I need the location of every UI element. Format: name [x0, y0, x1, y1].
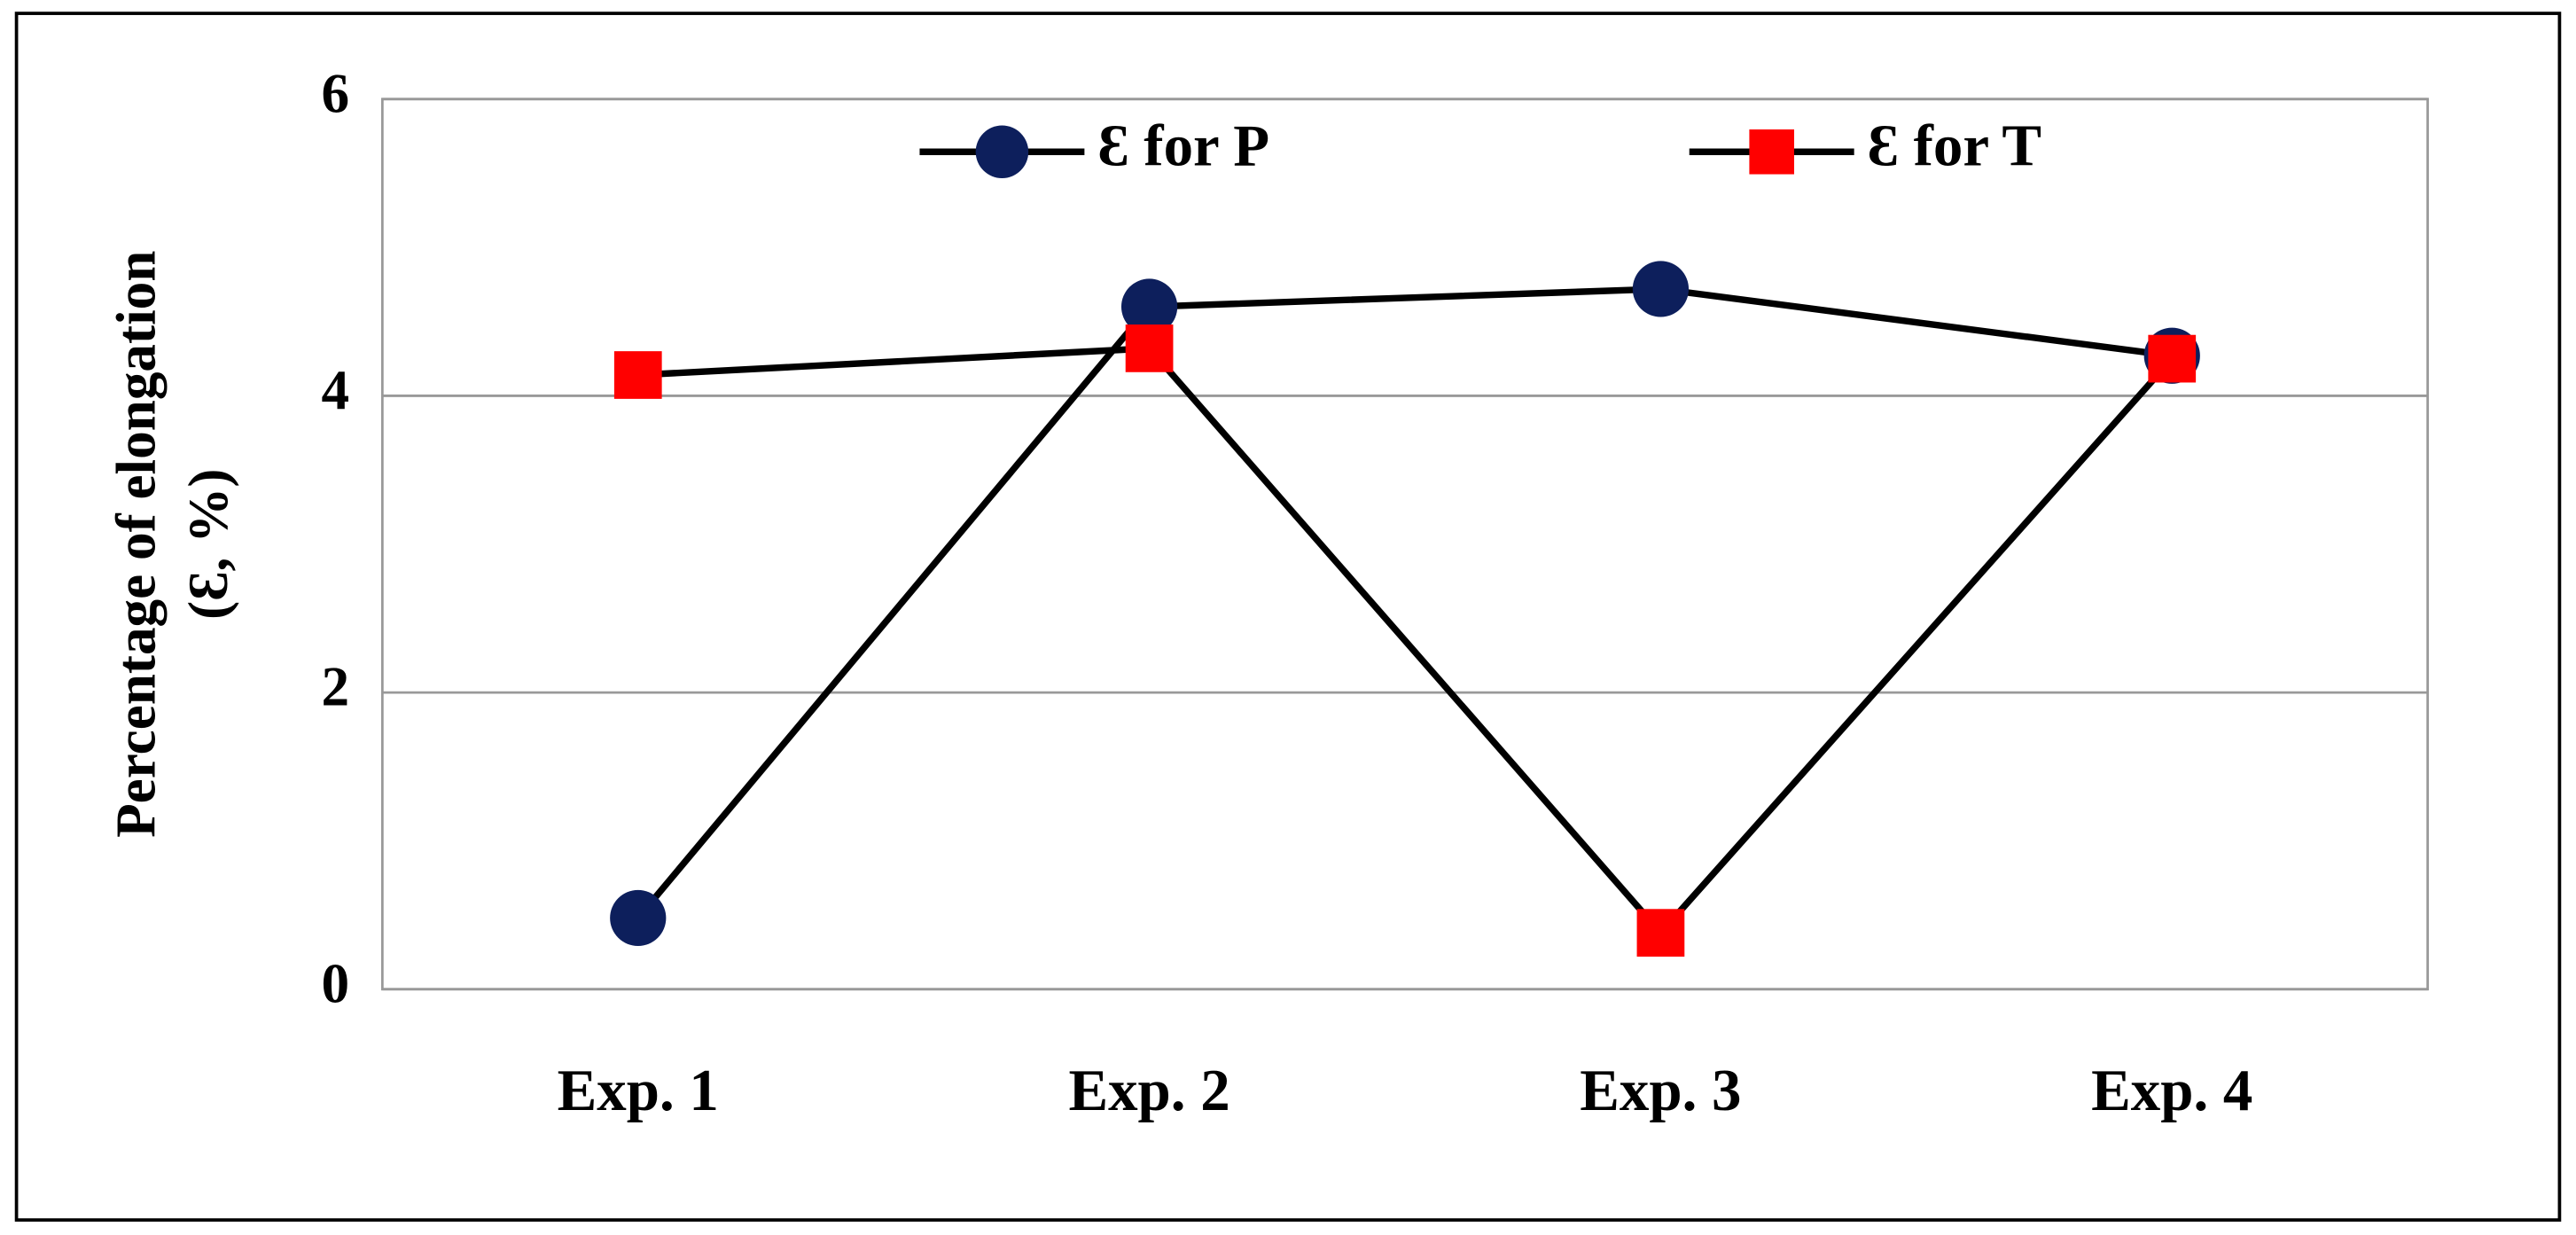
x-tick-label: Exp. 1 — [558, 1058, 719, 1123]
y-tick-label: 4 — [322, 359, 350, 421]
data-point — [1636, 909, 1685, 958]
data-point — [610, 889, 667, 947]
x-tick-label: Exp. 4 — [2091, 1058, 2252, 1123]
legend-label: Ɛ for T — [1868, 113, 2041, 179]
legend-marker — [1749, 129, 1794, 175]
data-point — [2148, 334, 2197, 383]
y-tick-label: 2 — [322, 656, 350, 718]
series-line — [637, 345, 2175, 938]
y-axis-label: (Ɛ, %) — [177, 469, 239, 620]
y-tick-label: 6 — [322, 62, 350, 124]
frame — [14, 12, 2562, 1222]
y-tick-label: 0 — [322, 952, 350, 1014]
x-tick-label: Exp. 3 — [1580, 1058, 1741, 1123]
y-axis-label: Percentage of elongation — [105, 251, 167, 838]
data-point — [1125, 324, 1174, 372]
data-point — [1632, 261, 1690, 317]
legend-marker — [975, 125, 1029, 179]
x-tick-label: Exp. 2 — [1068, 1058, 1229, 1123]
data-point — [613, 351, 662, 399]
legend-label: Ɛ for P — [1097, 113, 1269, 179]
series-line — [635, 285, 2173, 920]
data-point — [1120, 278, 1178, 335]
